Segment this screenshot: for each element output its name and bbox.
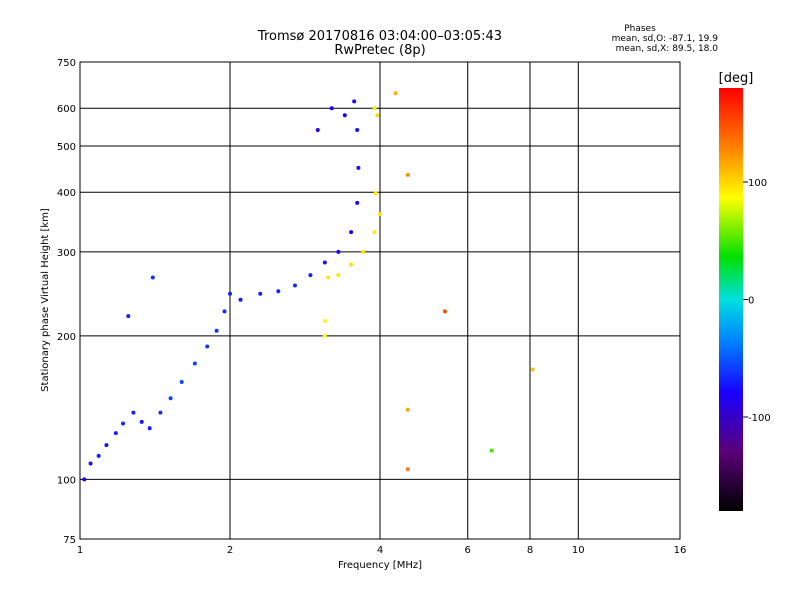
y-tick-label: 750 <box>57 58 76 69</box>
x-tick-label: 10 <box>572 545 585 556</box>
x-axis-label: Frequency [MHz] <box>338 560 422 571</box>
data-point-o <box>168 396 173 401</box>
data-point-x <box>405 407 410 412</box>
colorbar-tick-label: -100 <box>748 413 771 424</box>
x-tick-labels: 1 2 4 6 8 10 16 <box>77 545 687 556</box>
data-point-x <box>336 273 341 278</box>
x-tick-label: 2 <box>227 545 233 556</box>
data-point-o <box>329 106 334 111</box>
phase-box-x-stats: mean, sd,X: 89.5, 18.0 <box>616 44 719 54</box>
y-tick-label: 500 <box>57 142 76 153</box>
data-point-o <box>315 128 320 133</box>
data-point-x <box>361 249 366 254</box>
data-point-o <box>158 410 163 415</box>
x-tick-label: 1 <box>77 545 83 556</box>
data-point-x <box>405 172 410 177</box>
data-point-o <box>113 431 118 436</box>
data-point-o <box>356 165 361 170</box>
data-point-o <box>192 361 197 366</box>
colorbar-tick-label: 0 <box>748 296 754 307</box>
y-tick-label: 600 <box>57 104 76 115</box>
data-point-o <box>131 410 136 415</box>
data-point-o <box>258 291 263 296</box>
data-point-o <box>238 297 243 302</box>
data-point-o <box>349 230 354 235</box>
data-point-x <box>372 230 377 235</box>
data-point-o <box>96 453 101 458</box>
x-tick-label: 8 <box>527 545 533 556</box>
x-tick-label: 16 <box>674 545 687 556</box>
chart-title: Tromsø 20170816 03:04:00–03:05:43 <box>257 29 502 44</box>
data-point-o <box>276 289 281 294</box>
data-point-o <box>121 421 126 426</box>
y-tick-labels: 75 100 200 300 400 500 600 750 <box>57 58 76 546</box>
colorbar-tick-labels: 100 0 -100 <box>743 178 771 424</box>
data-point-x <box>375 113 380 118</box>
data-point-o <box>179 380 184 385</box>
y-axis-label: Stationary phase Virtual Height [km] <box>40 208 51 392</box>
phase-box-o-stats: mean, sd,O: -87.1, 19.9 <box>612 34 719 44</box>
y-tick-label: 300 <box>57 248 76 259</box>
data-points <box>82 91 535 482</box>
data-point-x <box>378 212 382 217</box>
data-point-o <box>228 291 232 296</box>
data-point-x <box>530 367 535 372</box>
data-point-x <box>442 309 447 314</box>
x-tick-label: 6 <box>465 545 471 556</box>
data-point-x <box>405 467 410 472</box>
data-point-x <box>322 318 327 323</box>
y-tick-label: 200 <box>57 332 76 343</box>
data-point-o <box>355 200 360 205</box>
y-tick-label: 75 <box>63 535 76 546</box>
data-point-x <box>373 191 378 196</box>
y-tick-label: 100 <box>57 475 76 486</box>
data-point-x <box>372 106 377 111</box>
data-point-o <box>322 260 327 265</box>
colorbar-tick-label: 100 <box>748 178 767 189</box>
data-point-o <box>336 249 341 254</box>
colorbar <box>719 88 743 511</box>
data-point-x <box>326 275 331 280</box>
data-point-o <box>308 273 313 278</box>
data-point-x <box>322 333 327 338</box>
data-point-o <box>205 344 210 349</box>
phase-box-title: Phases <box>624 24 656 34</box>
y-tick-label: 400 <box>57 188 76 199</box>
data-point-o <box>222 309 227 314</box>
data-point-o <box>342 113 347 118</box>
data-point-o <box>292 283 297 288</box>
colorbar-label: [deg] <box>719 71 754 86</box>
x-tick-label: 4 <box>377 545 383 556</box>
data-point-o <box>352 99 357 104</box>
chart-subtitle: RwPretec (8p) <box>334 43 425 58</box>
data-point-o <box>88 461 93 466</box>
data-point-o <box>104 443 109 448</box>
data-point-x <box>393 91 398 96</box>
data-point-o <box>139 419 144 424</box>
data-point-o <box>214 328 219 333</box>
data-point-x <box>349 262 354 267</box>
data-point-o <box>150 275 155 280</box>
data-point-x <box>489 448 494 453</box>
grid-lines <box>80 62 680 539</box>
data-point-o <box>355 128 360 133</box>
data-point-o <box>147 426 152 431</box>
data-point-o <box>82 477 87 482</box>
data-point-o <box>126 314 131 319</box>
